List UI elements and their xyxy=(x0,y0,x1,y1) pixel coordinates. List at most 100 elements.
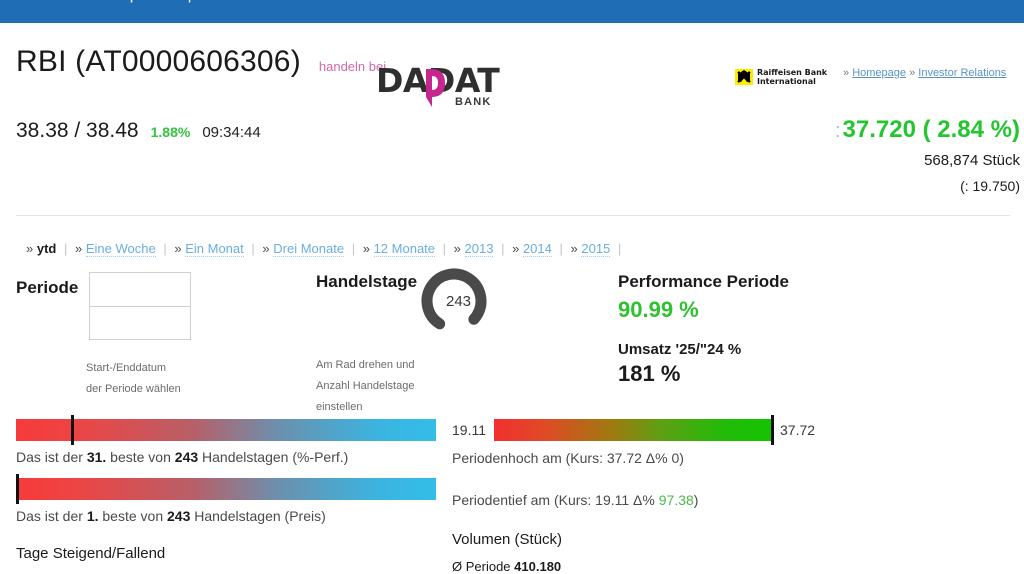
rank-bar-price[interactable] xyxy=(16,474,436,504)
rank-bar-perf-marker xyxy=(70,415,74,445)
periodentief-caption: Periodentief am (Kurs: 19.11 Δ% 97.38) xyxy=(452,492,698,508)
period-arrow-0: » xyxy=(26,241,34,256)
range-low-value: 19.11 xyxy=(452,422,486,438)
period-arrow-2: » xyxy=(174,241,182,256)
periodenhoch-prefix: Periodenhoch am (Kurs: 37.72 Δ% xyxy=(452,450,672,466)
rank-perf-rank: 31. xyxy=(86,449,107,465)
periodentief-suffix: ) xyxy=(693,492,699,508)
period-link-ein-monat[interactable]: Ein Monat xyxy=(185,241,244,257)
handeln-bei-label: handeln bei xyxy=(318,59,387,74)
period-sep-6: | xyxy=(559,241,563,256)
period-link-2014[interactable]: 2014 xyxy=(522,241,552,257)
rank-perf-mid: beste von xyxy=(106,449,175,465)
rank-bar-price-caption: Das ist der 1. beste von 243 Handelstage… xyxy=(16,508,436,524)
rank-bar-price-block: Das ist der 1. beste von 243 Handelstage… xyxy=(16,474,436,524)
period-range-bar[interactable] xyxy=(494,415,775,445)
period-arrow-7: » xyxy=(570,241,578,256)
change-percent-value: 1.88% xyxy=(150,124,191,140)
raiffeisen-bank-logo: Raiffeisen Bank International xyxy=(735,68,827,86)
top-blue-bar: boerse-express.com | Aktien xyxy=(0,0,1024,23)
period-sep-1: | xyxy=(163,241,167,256)
period-link-ytd[interactable]: ytd xyxy=(36,241,57,256)
rank-price-total: 243 xyxy=(167,508,191,524)
periode-block: Periode xyxy=(16,272,192,340)
rank-bar-perf-caption: Das ist der 31. beste von 243 Handelstag… xyxy=(16,449,436,465)
rank-perf-total: 243 xyxy=(174,449,199,465)
dadat-logo-accent-icon xyxy=(426,69,445,107)
volumen-row-label: Ø Periode xyxy=(452,559,515,574)
periodentief-value: 97.38 xyxy=(658,492,694,508)
rank-bar-perf-block: Das ist der 31. beste von 243 Handelstag… xyxy=(16,415,436,465)
rank-price-prefix: Das ist der xyxy=(16,508,87,524)
period-arrow-4: » xyxy=(362,241,370,256)
handelstage-block: Handelstage 243 Am Rad drehen und Anzahl… xyxy=(316,268,487,413)
rank-price-rank: 1. xyxy=(86,508,99,524)
rank-bar-perf[interactable] xyxy=(16,415,436,445)
umsatz-label: Umsatz '25/"24 % xyxy=(618,341,742,358)
period-link-eine-woche[interactable]: Eine Woche xyxy=(85,241,156,257)
page-header: RBI (AT0000606306) handeln bei DADAT BAN… xyxy=(0,23,1024,194)
breadcrumb-link-investor-relations[interactable]: Investor Relations xyxy=(918,67,1007,79)
breadcrumb: » Homepage » Investor Relations xyxy=(843,67,1006,79)
raiffeisen-logo-line2: International xyxy=(757,77,816,87)
raiffeisen-logo-text: Raiffeisen Bank International xyxy=(757,68,827,86)
periodentief-prefix: Periodentief am (Kurs: 19.11 Δ% xyxy=(452,492,659,508)
rank-bar-price-marker xyxy=(16,474,19,504)
volumen-row: Ø Periode 410.180 xyxy=(452,559,561,574)
extra-value: (: 19.750) xyxy=(960,178,1020,194)
last-price-change: ( 2.84 %) xyxy=(922,116,1020,143)
period-range-block: 19.11 37.72 xyxy=(452,415,872,445)
period-arrow-6: » xyxy=(512,241,520,256)
handelstage-hint-line2: Anzahl Handelstage einstellen xyxy=(316,380,415,413)
periodenhoch-caption: Periodenhoch am (Kurs: 37.72 Δ% 0) xyxy=(452,450,684,466)
handelstage-dial[interactable] xyxy=(417,264,491,338)
performance-value: 90.99 % xyxy=(618,297,699,322)
last-price-value: 37.720 xyxy=(842,116,916,143)
volumen-row-value: 410.180 xyxy=(514,559,562,574)
periode-hint-line2: der Periode wählen xyxy=(86,383,181,395)
umsatz-value: 181 % xyxy=(618,361,681,386)
periode-end-input[interactable] xyxy=(90,306,191,339)
volumen-label: Volumen (Stück) xyxy=(452,531,563,548)
period-arrow-3: » xyxy=(262,241,270,256)
period-link-bar: » ytd | » Eine Woche | » Ein Monat | » D… xyxy=(26,241,625,257)
quote-timestamp: 09:34:44 xyxy=(202,124,261,141)
tage-steigend-fallend-label: Tage Steigend/Fallend xyxy=(16,545,166,562)
period-link-drei-monate[interactable]: Drei Monate xyxy=(273,241,345,257)
period-sep-2: | xyxy=(251,241,255,256)
rank-price-suffix: Handelstagen (Preis) xyxy=(190,508,326,524)
periodenhoch-value: 0 xyxy=(671,450,680,466)
quote-row: 38.38 / 38.48 1.88% 09:34:44 xyxy=(16,119,261,143)
performance-label: Performance Periode xyxy=(618,272,790,291)
period-link-12-monate[interactable]: 12 Monate xyxy=(373,241,436,257)
periode-start-input[interactable] xyxy=(90,273,191,306)
header-divider xyxy=(16,215,1010,216)
dadat-bank-logo[interactable]: DADAT BANK xyxy=(376,61,504,111)
period-sep-5: | xyxy=(501,241,505,256)
topbar-partial-text: boerse-express.com | Aktien xyxy=(78,0,227,3)
periode-hint-line1: Start-/Enddatum xyxy=(86,362,167,374)
dadat-logo-subtitle: BANK xyxy=(455,96,492,108)
performance-block: Performance Periode 90.99 % Umsatz '25/"… xyxy=(618,272,789,387)
range-high-value: 37.72 xyxy=(780,422,816,438)
periode-input-group xyxy=(89,272,192,340)
rank-perf-suffix: Handelstagen (%-Perf.) xyxy=(198,449,349,465)
raiffeisen-logo-line1: Raiffeisen Bank xyxy=(757,68,828,77)
rank-price-mid: beste von xyxy=(98,508,167,524)
period-sep-3: | xyxy=(351,241,356,256)
raiffeisen-gable-icon xyxy=(735,69,753,86)
breadcrumb-link-homepage[interactable]: Homepage xyxy=(852,67,907,79)
period-range-marker xyxy=(771,415,775,445)
rank-perf-prefix: Das ist der xyxy=(16,449,87,465)
page-title: RBI (AT0000606306) xyxy=(16,45,301,78)
volume-value: 568,874 Stück xyxy=(924,152,1020,169)
period-arrow-1: » xyxy=(75,241,83,256)
period-sep-0: | xyxy=(63,241,68,256)
period-arrow-5: » xyxy=(453,241,461,256)
handelstage-dial-value: 243 xyxy=(445,292,472,310)
handelstage-hint-line1: Am Rad drehen und xyxy=(316,359,415,371)
breadcrumb-arrow-2: » xyxy=(909,67,916,79)
period-link-2013[interactable]: 2013 xyxy=(464,241,494,257)
period-sep-7: | xyxy=(617,241,622,256)
period-link-2015[interactable]: 2015 xyxy=(581,241,611,257)
